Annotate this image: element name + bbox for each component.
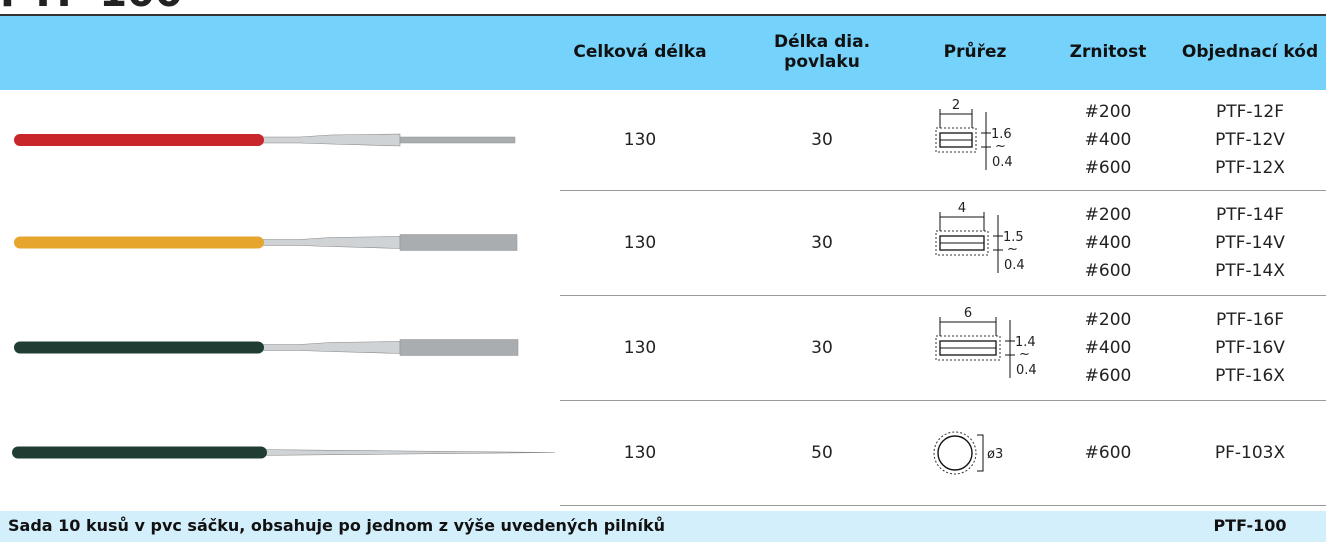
coated-part [399, 136, 516, 144]
file-image [14, 133, 516, 147]
grit: #200 [1084, 102, 1132, 122]
length: 130 [623, 337, 657, 358]
outline [935, 335, 1001, 360]
shaft [254, 449, 556, 456]
row-separator [560, 400, 1326, 401]
row-separator [560, 190, 1326, 191]
order-code: PF-103X [1214, 442, 1286, 463]
cross-section: ø3 [933, 431, 1003, 474]
outline [935, 230, 989, 255]
profile [937, 434, 973, 471]
order-code: PTF-14V [1215, 232, 1285, 253]
thickness-min: 0.4 [992, 155, 1013, 170]
order-code: PTF-16V [1215, 337, 1285, 358]
column-header: Délka dia. povlaku [773, 32, 871, 72]
order-code: PTF-14X [1215, 260, 1285, 281]
handle [14, 134, 264, 146]
thickness-max: 1.5 [1003, 230, 1024, 245]
shaft [254, 341, 401, 354]
grit: #600 [1084, 442, 1132, 463]
length: 130 [623, 130, 657, 150]
thickness-min: 0.4 [1004, 258, 1025, 273]
cross-section: 4 1.5~0.4 [935, 201, 1025, 273]
coating-length: 30 [811, 232, 833, 253]
coated-part [399, 339, 519, 356]
grit: #400 [1084, 337, 1132, 358]
order-code: PTF-12F [1216, 102, 1284, 122]
footer-code: PTF-100 [1213, 516, 1287, 535]
section-width: 6 [964, 306, 972, 321]
thickness-max: 1.6 [991, 127, 1012, 142]
length: 130 [623, 232, 657, 253]
dim-bracket [977, 434, 984, 471]
order-code: PTF-12X [1215, 158, 1285, 178]
section-width: 4 [958, 201, 966, 216]
handle [14, 341, 264, 354]
order-code: PTF-14F [1216, 204, 1284, 225]
column-header: Průřez [943, 42, 1007, 62]
outline [933, 431, 977, 474]
row-separator [560, 295, 1326, 296]
file-image [12, 446, 556, 459]
column-header: Zrnitost [1069, 42, 1147, 62]
grit: #600 [1084, 365, 1132, 386]
shaft [254, 133, 401, 147]
row-separator [560, 505, 1326, 506]
title: PTF-100 [0, 0, 183, 16]
section-width: 2 [952, 98, 960, 113]
grit: #600 [1084, 260, 1132, 281]
handle [12, 446, 267, 459]
cross-section: 6 1.4~0.4 [935, 306, 1037, 378]
outline [935, 127, 977, 153]
approx: ~ [1019, 347, 1030, 362]
handle [14, 236, 264, 249]
column-header: Objednací kód [1181, 42, 1319, 62]
footer-row [0, 511, 1326, 542]
footer-text: Sada 10 kusů v pvc sáčku, obsahuje po je… [8, 516, 666, 535]
grit: #400 [1084, 130, 1132, 150]
file-image [14, 234, 518, 251]
order-code: PTF-16X [1215, 365, 1285, 386]
thickness-min: 0.4 [1016, 363, 1037, 378]
approx: ~ [1007, 242, 1018, 257]
grit: #600 [1084, 158, 1132, 178]
file-image [14, 339, 519, 356]
column-header: Celková délka [573, 42, 707, 62]
grit: #400 [1084, 232, 1132, 253]
diameter: ø3 [987, 447, 1003, 462]
thickness-max: 1.4 [1015, 335, 1036, 350]
coating-length: 30 [811, 337, 833, 358]
order-code: PTF-16F [1216, 309, 1284, 330]
header-row [0, 14, 1326, 90]
length: 130 [623, 442, 657, 463]
approx: ~ [995, 139, 1006, 154]
shaft [254, 236, 401, 249]
order-code: PTF-12V [1215, 130, 1285, 150]
grit: #200 [1084, 204, 1132, 225]
coating-length: 50 [811, 442, 833, 463]
coated-part [399, 234, 518, 251]
coating-length: 30 [811, 130, 833, 150]
cross-section: 2 1.6~0.4 [935, 98, 1013, 170]
grit: #200 [1084, 309, 1132, 330]
